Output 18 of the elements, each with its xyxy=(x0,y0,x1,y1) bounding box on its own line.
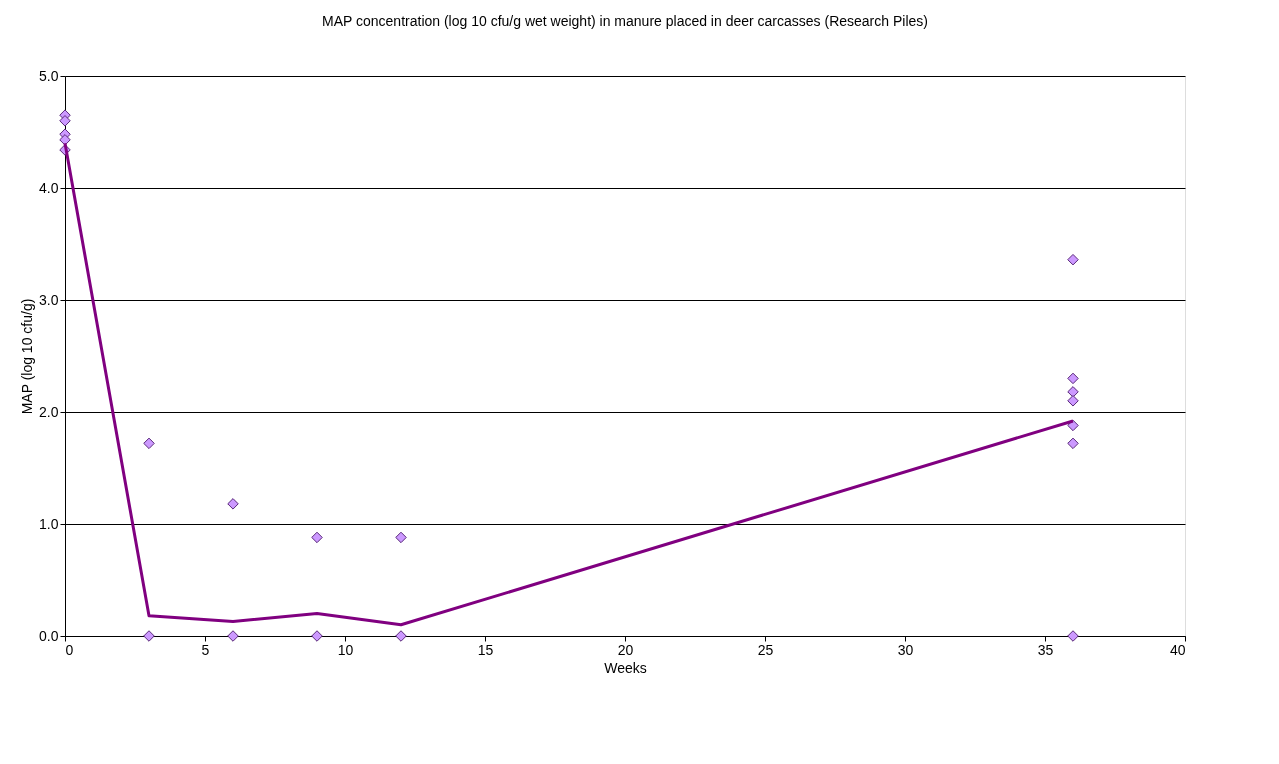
chart-title: MAP concentration (log 10 cfu/g wet weight) in manure placed in deer carcasses (Research Piles) xyxy=(322,13,928,29)
x-tick-label: 40 xyxy=(1169,641,1186,658)
x-tick-label: 0 xyxy=(65,641,74,658)
x-tick-label: 25 xyxy=(757,641,774,658)
x-tick-label: 5 xyxy=(201,641,210,658)
x-tick-label: 15 xyxy=(477,641,494,658)
x-tick-label: 35 xyxy=(1037,641,1054,658)
y-tick-label: 4.0 xyxy=(39,179,59,196)
y-axis-title: MAP (log 10 cfu/g) xyxy=(19,298,36,415)
y-tick-label: 0.0 xyxy=(39,627,59,644)
x-tick-label: 20 xyxy=(617,641,634,658)
y-tick-label: 3.0 xyxy=(39,291,59,308)
x-tick-label: 10 xyxy=(337,641,354,658)
x-axis-title: Weeks xyxy=(604,659,647,676)
y-tick-label: 2.0 xyxy=(39,403,59,420)
x-tick-label: 30 xyxy=(897,641,914,658)
y-tick-label: 5.0 xyxy=(39,67,59,84)
y-tick-label: 1.0 xyxy=(39,515,59,532)
